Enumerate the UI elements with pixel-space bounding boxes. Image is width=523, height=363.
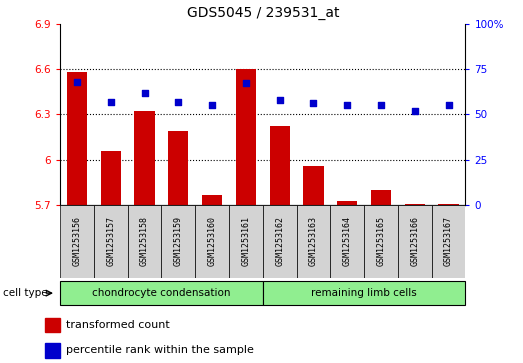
Point xyxy=(174,99,183,105)
Bar xyxy=(263,205,297,278)
Bar xyxy=(195,205,229,278)
Bar xyxy=(398,205,431,278)
Text: GSM1253166: GSM1253166 xyxy=(411,216,419,266)
Bar xyxy=(364,205,398,278)
Bar xyxy=(337,201,357,205)
Point xyxy=(343,102,351,108)
Text: cell type: cell type xyxy=(3,288,47,298)
Bar xyxy=(168,131,188,205)
Bar xyxy=(303,166,324,205)
Bar xyxy=(202,195,222,205)
Bar xyxy=(269,126,290,205)
Text: GSM1253165: GSM1253165 xyxy=(377,216,385,266)
Text: GSM1253164: GSM1253164 xyxy=(343,216,352,266)
Bar xyxy=(60,205,94,278)
Text: percentile rank within the sample: percentile rank within the sample xyxy=(66,345,254,355)
Point xyxy=(140,90,149,95)
Bar xyxy=(67,72,87,205)
Bar xyxy=(100,151,121,205)
Point xyxy=(107,99,115,105)
Text: GSM1253157: GSM1253157 xyxy=(106,216,115,266)
Text: GSM1253156: GSM1253156 xyxy=(73,216,82,266)
Text: chondrocyte condensation: chondrocyte condensation xyxy=(92,288,231,298)
Bar xyxy=(438,204,459,205)
Text: GSM1253163: GSM1253163 xyxy=(309,216,318,266)
Title: GDS5045 / 239531_at: GDS5045 / 239531_at xyxy=(187,6,339,20)
Bar xyxy=(134,111,155,205)
Bar xyxy=(229,205,263,278)
Text: GSM1253159: GSM1253159 xyxy=(174,216,183,266)
Point xyxy=(445,102,453,108)
Point xyxy=(208,102,217,108)
Bar xyxy=(371,190,391,205)
Bar xyxy=(45,343,60,358)
Point xyxy=(242,81,250,86)
Bar xyxy=(236,69,256,205)
Point xyxy=(411,108,419,114)
Point xyxy=(377,102,385,108)
Bar xyxy=(162,205,195,278)
Bar xyxy=(331,205,364,278)
Bar xyxy=(297,205,331,278)
Bar xyxy=(128,205,162,278)
Text: GSM1253158: GSM1253158 xyxy=(140,216,149,266)
Bar xyxy=(60,281,263,305)
Bar xyxy=(263,281,465,305)
Text: GSM1253167: GSM1253167 xyxy=(444,216,453,266)
Bar xyxy=(45,318,60,333)
Text: GSM1253162: GSM1253162 xyxy=(275,216,284,266)
Point xyxy=(73,79,81,85)
Text: GSM1253161: GSM1253161 xyxy=(242,216,251,266)
Text: remaining limb cells: remaining limb cells xyxy=(311,288,417,298)
Point xyxy=(276,97,284,103)
Bar xyxy=(405,204,425,205)
Point xyxy=(309,101,317,106)
Text: GSM1253160: GSM1253160 xyxy=(208,216,217,266)
Bar xyxy=(431,205,465,278)
Bar xyxy=(94,205,128,278)
Text: transformed count: transformed count xyxy=(66,320,170,330)
